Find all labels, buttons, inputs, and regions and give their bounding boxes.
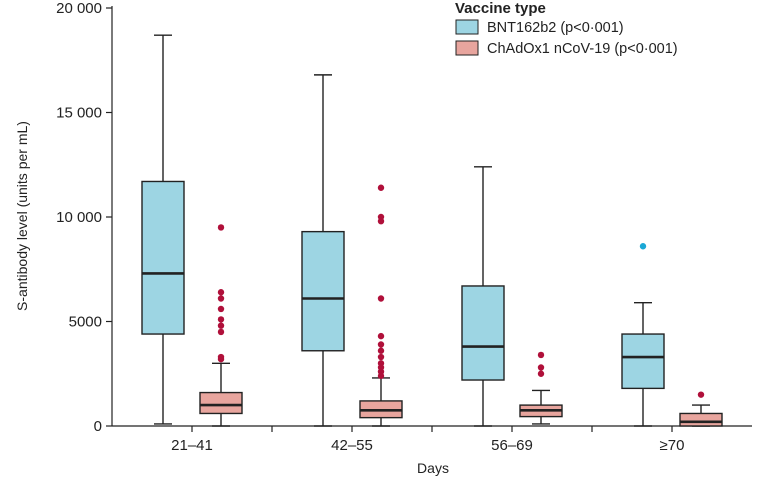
outlier-chadox1-0-1	[217, 353, 225, 361]
outlier-chadox1-0-2	[217, 328, 225, 336]
outlier-chadox1-1-4	[377, 353, 385, 361]
legend-label-chadox1: ChAdOx1 nCoV-19 (p<0·001)	[487, 41, 678, 57]
outlier-chadox1-0-3	[217, 322, 225, 329]
outlier-chadox1-2-1	[537, 364, 545, 371]
outlier-chadox1-0-4	[217, 316, 225, 323]
legend: Vaccine type BNT162b2 (p<0·001) ChAdOx1 …	[455, 0, 678, 57]
legend-swatch-bnt162b2	[455, 19, 479, 35]
outlier-chadox1-0-8	[217, 224, 225, 231]
y-axis-title: S-antibody level (units per mL)	[14, 121, 30, 311]
outlier-chadox1-1-5	[377, 347, 385, 354]
box-bnt162b2-2	[461, 285, 505, 381]
legend-swatch-chadox1	[455, 40, 479, 56]
outlier-chadox1-1-7	[377, 332, 385, 340]
outlier-chadox1-0-6	[217, 295, 225, 302]
outlier-bnt162b2-3-0	[639, 243, 647, 250]
y-tick-label-2: 10 000	[56, 209, 102, 226]
outlier-chadox1-1-6	[377, 341, 385, 348]
box-bnt162b2-3	[621, 333, 665, 390]
x-tick-label-1: 42–55	[331, 437, 373, 454]
plot-area: 0 5000 10 000 15 000 20 000 21–41 42–55 56–69 ≥7…	[56, 0, 752, 454]
box-chadox1-0	[199, 391, 243, 415]
outlier-chadox1-1-8	[377, 295, 385, 302]
outlier-chadox1-2-2	[537, 351, 545, 359]
x-tick-label-3: ≥70	[660, 437, 685, 454]
outlier-chadox1-0-7	[217, 289, 225, 296]
box-bnt162b2-0	[141, 180, 185, 335]
box-chadox1-3	[679, 412, 723, 427]
y-tick-label-3: 15 000	[56, 105, 102, 122]
box-bnt162b2-1	[301, 230, 345, 352]
outlier-chadox1-1-11	[377, 184, 385, 191]
legend-label-bnt162b2: BNT162b2 (p<0·001)	[487, 20, 624, 36]
outlier-chadox1-1-10	[377, 213, 385, 221]
legend-title: Vaccine type	[455, 0, 546, 17]
outlier-chadox1-3-0	[697, 391, 705, 398]
outlier-chadox1-1-3	[377, 360, 385, 367]
outlier-chadox1-2-0	[537, 370, 545, 377]
x-tick-label-2: 56–69	[491, 437, 533, 454]
y-tick-label-1: 5000	[69, 314, 102, 331]
y-tick-label-4: 20 000	[56, 0, 102, 17]
x-tick-label-0: 21–41	[171, 437, 213, 454]
y-tick-label-0: 0	[94, 418, 102, 435]
outlier-chadox1-0-5	[217, 305, 225, 313]
x-axis-title: Days	[417, 460, 449, 476]
